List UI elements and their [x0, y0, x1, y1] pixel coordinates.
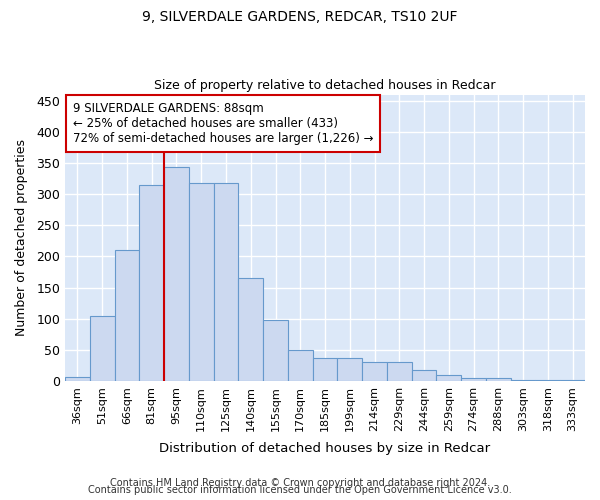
Bar	[362, 362, 387, 381]
Title: Size of property relative to detached houses in Redcar: Size of property relative to detached ho…	[154, 79, 496, 92]
Bar	[461, 378, 486, 381]
Bar	[90, 316, 115, 381]
Bar	[337, 358, 362, 381]
Bar	[139, 185, 164, 381]
Bar	[115, 250, 139, 381]
Bar	[263, 320, 288, 381]
Bar	[387, 362, 412, 381]
Text: Contains public sector information licensed under the Open Government Licence v3: Contains public sector information licen…	[88, 485, 512, 495]
Bar	[164, 168, 189, 381]
Bar	[535, 380, 560, 381]
X-axis label: Distribution of detached houses by size in Redcar: Distribution of detached houses by size …	[160, 442, 491, 455]
Bar	[486, 378, 511, 381]
Bar	[189, 183, 214, 381]
Text: 9, SILVERDALE GARDENS, REDCAR, TS10 2UF: 9, SILVERDALE GARDENS, REDCAR, TS10 2UF	[142, 10, 458, 24]
Text: 9 SILVERDALE GARDENS: 88sqm
← 25% of detached houses are smaller (433)
72% of se: 9 SILVERDALE GARDENS: 88sqm ← 25% of det…	[73, 102, 373, 144]
Y-axis label: Number of detached properties: Number of detached properties	[15, 139, 28, 336]
Bar	[288, 350, 313, 381]
Bar	[65, 376, 90, 381]
Bar	[511, 380, 535, 381]
Text: Contains HM Land Registry data © Crown copyright and database right 2024.: Contains HM Land Registry data © Crown c…	[110, 478, 490, 488]
Bar	[238, 278, 263, 381]
Bar	[214, 183, 238, 381]
Bar	[436, 376, 461, 381]
Bar	[560, 380, 585, 381]
Bar	[313, 358, 337, 381]
Bar	[412, 370, 436, 381]
